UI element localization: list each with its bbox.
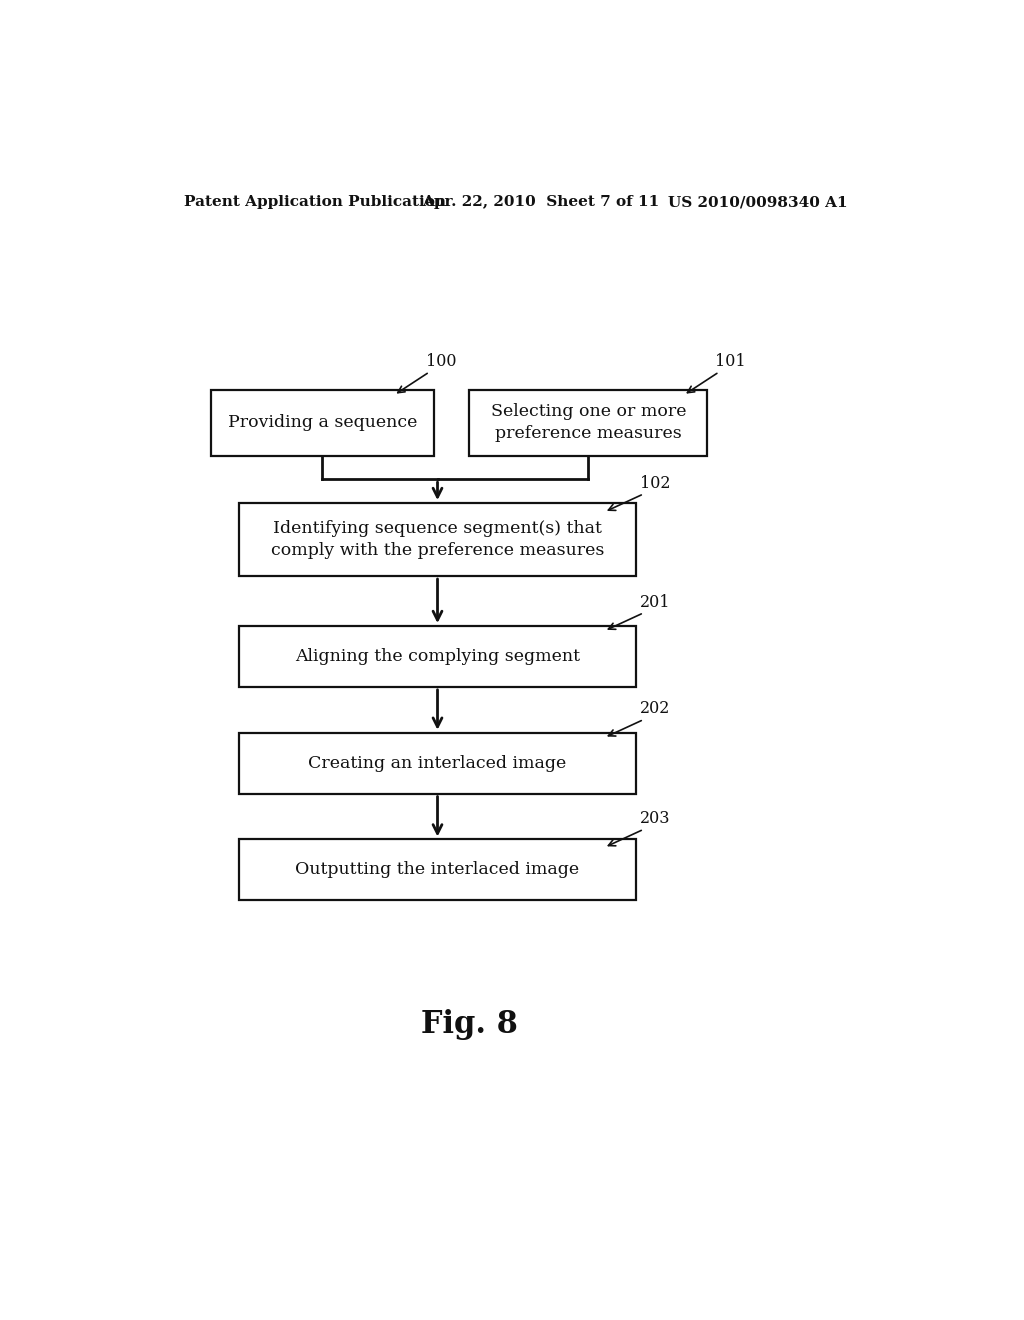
Text: 100: 100 — [426, 352, 456, 370]
Text: Creating an interlaced image: Creating an interlaced image — [308, 755, 566, 772]
Text: Selecting one or more
preference measures: Selecting one or more preference measure… — [490, 404, 686, 442]
Bar — [240, 733, 636, 793]
Text: Identifying sequence segment(s) that
comply with the preference measures: Identifying sequence segment(s) that com… — [270, 520, 604, 558]
Bar — [211, 389, 433, 455]
Text: 203: 203 — [640, 810, 671, 828]
Bar — [469, 389, 708, 455]
Text: US 2010/0098340 A1: US 2010/0098340 A1 — [668, 195, 847, 209]
Text: Fig. 8: Fig. 8 — [421, 1008, 518, 1040]
Text: 201: 201 — [640, 594, 671, 611]
Bar — [240, 840, 636, 900]
Text: Providing a sequence: Providing a sequence — [227, 414, 417, 432]
Text: Outputting the interlaced image: Outputting the interlaced image — [296, 862, 580, 878]
Text: 202: 202 — [640, 701, 671, 718]
Text: 102: 102 — [640, 475, 671, 492]
Bar — [240, 503, 636, 576]
Text: Aligning the complying segment: Aligning the complying segment — [295, 648, 580, 665]
Text: Apr. 22, 2010  Sheet 7 of 11: Apr. 22, 2010 Sheet 7 of 11 — [422, 195, 658, 209]
Text: 101: 101 — [715, 352, 745, 370]
Text: Patent Application Publication: Patent Application Publication — [183, 195, 445, 209]
Bar — [240, 626, 636, 686]
